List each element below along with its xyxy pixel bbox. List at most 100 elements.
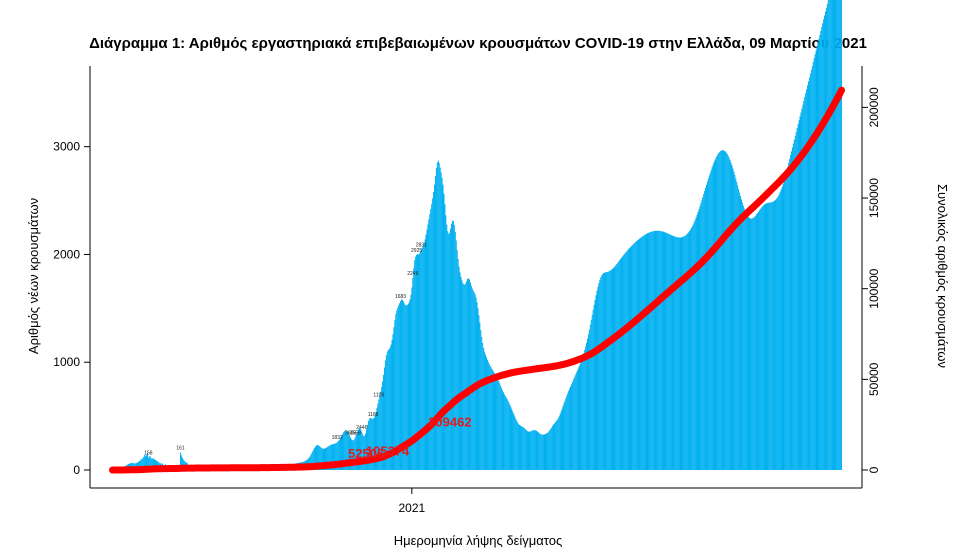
- bar: [427, 224, 428, 470]
- bar: [719, 152, 720, 470]
- bar: [817, 47, 818, 470]
- bar: [699, 206, 700, 470]
- bar: [563, 404, 564, 471]
- x-axis-label: Ημερομηνία λήψης δείγματος: [394, 533, 563, 548]
- bar: [769, 203, 770, 470]
- bar: [559, 416, 560, 470]
- bar: [776, 199, 777, 470]
- bar: [593, 310, 594, 470]
- bar-value-label: 2925: [411, 248, 422, 254]
- bar: [726, 153, 727, 470]
- bar: [637, 240, 638, 470]
- bar: [610, 271, 611, 470]
- bar: [539, 433, 540, 470]
- bar: [582, 356, 583, 470]
- bar: [828, 0, 829, 470]
- bar: [791, 151, 792, 470]
- bar: [722, 150, 723, 470]
- bar: [481, 337, 482, 470]
- bar: [567, 393, 568, 470]
- bar: [523, 427, 524, 470]
- bar: [583, 353, 584, 470]
- bar: [570, 386, 571, 470]
- bar: [710, 173, 711, 470]
- bar: [616, 264, 617, 470]
- bar: [604, 273, 605, 470]
- bar: [732, 165, 733, 470]
- bar: [462, 283, 463, 470]
- bar: [763, 206, 764, 470]
- bar: [469, 280, 470, 470]
- bar: [689, 231, 690, 470]
- bar: [684, 236, 685, 470]
- bar: [755, 216, 756, 470]
- bar: [785, 174, 786, 470]
- bar: [453, 221, 454, 470]
- bar: [756, 214, 757, 470]
- bar: [566, 396, 567, 470]
- bar: [642, 237, 643, 470]
- bar: [630, 248, 631, 470]
- bar: [562, 409, 563, 470]
- bar: [753, 218, 754, 470]
- bar: [485, 355, 486, 470]
- bar-value-label: 2246: [407, 271, 418, 277]
- bar: [596, 291, 597, 470]
- bar: [771, 202, 772, 470]
- bar: [698, 209, 699, 470]
- bar: [692, 226, 693, 470]
- bar: [550, 429, 551, 470]
- bar: [671, 235, 672, 470]
- bar: [766, 204, 767, 470]
- bar: [766, 203, 767, 470]
- bar: [479, 323, 480, 470]
- bar: [775, 200, 776, 470]
- bar: [533, 430, 534, 470]
- bar: [475, 294, 476, 470]
- bar: [681, 237, 682, 470]
- bar: [542, 435, 543, 470]
- bar: [505, 396, 506, 470]
- bar: [585, 346, 586, 470]
- bar: [581, 359, 582, 470]
- bar: [810, 74, 811, 470]
- bar: [623, 255, 624, 470]
- bar: [628, 250, 629, 470]
- bar: [430, 209, 431, 470]
- bar: [739, 193, 740, 470]
- bar: [600, 277, 601, 470]
- bar: [781, 190, 782, 470]
- bar: [659, 231, 660, 470]
- bar: [613, 268, 614, 470]
- bar-value-label: 1683: [395, 294, 406, 300]
- bar: [525, 429, 526, 470]
- bar: [680, 238, 681, 470]
- bar: [586, 343, 587, 470]
- bar: [540, 434, 541, 470]
- bar: [494, 374, 495, 470]
- bar: [556, 421, 557, 470]
- bar: [528, 432, 529, 470]
- bar: [500, 386, 501, 471]
- bar: [549, 430, 550, 470]
- bar: [497, 379, 498, 470]
- bar: [663, 232, 664, 470]
- bar: [530, 431, 531, 470]
- bar: [829, 0, 830, 470]
- bar: [609, 271, 610, 470]
- bar: [652, 231, 653, 470]
- y-right-tick-label: 0: [867, 466, 881, 473]
- bar: [620, 259, 621, 470]
- bar: [703, 194, 704, 470]
- bar: [521, 426, 522, 470]
- bar: [492, 369, 493, 470]
- bar: [446, 225, 447, 470]
- bar: [552, 426, 553, 470]
- bar: [782, 187, 783, 470]
- bar: [830, 0, 831, 470]
- bar: [720, 151, 721, 470]
- bar: [535, 430, 536, 470]
- bar: [833, 0, 834, 470]
- bar: [665, 233, 666, 470]
